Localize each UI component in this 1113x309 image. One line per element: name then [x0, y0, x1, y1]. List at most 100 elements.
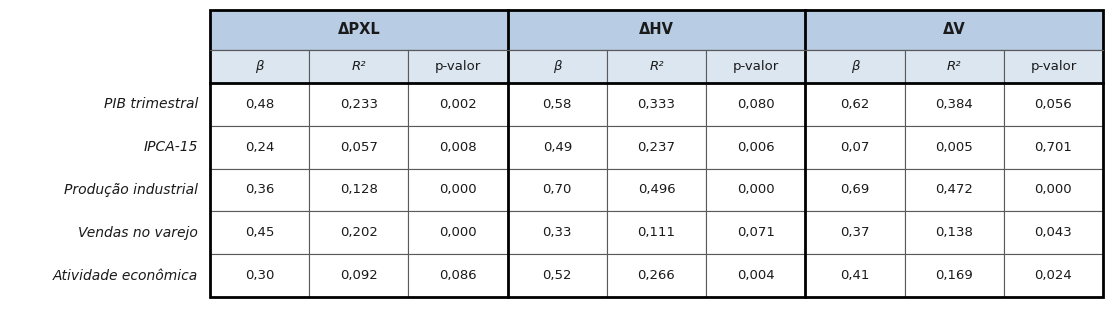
Text: β: β: [553, 60, 562, 73]
Text: β: β: [850, 60, 859, 73]
Bar: [806, 10, 1103, 50]
Bar: [806, 211, 905, 254]
Text: 0,233: 0,233: [339, 98, 377, 111]
Text: IPCA-15: IPCA-15: [144, 140, 198, 154]
Text: ΔPXL: ΔPXL: [337, 23, 381, 37]
Text: 0,49: 0,49: [543, 141, 572, 154]
Text: 0,37: 0,37: [840, 226, 869, 239]
Bar: [607, 83, 706, 126]
Bar: [607, 126, 706, 169]
Bar: [905, 50, 1004, 83]
Text: 0,006: 0,006: [737, 141, 775, 154]
Text: 0,62: 0,62: [840, 98, 869, 111]
Text: 0,202: 0,202: [339, 226, 377, 239]
Text: 0,472: 0,472: [935, 184, 973, 197]
Bar: [508, 211, 607, 254]
Bar: [309, 50, 408, 83]
Bar: [706, 254, 806, 297]
Bar: [309, 254, 408, 297]
Text: 0,70: 0,70: [543, 184, 572, 197]
Bar: [1004, 254, 1103, 297]
Bar: [706, 83, 806, 126]
Bar: [706, 50, 806, 83]
Text: PIB trimestral: PIB trimestral: [104, 97, 198, 112]
Bar: [408, 126, 508, 169]
Text: 0,69: 0,69: [840, 184, 869, 197]
Text: 0,080: 0,080: [737, 98, 775, 111]
Bar: [706, 211, 806, 254]
Text: 0,000: 0,000: [440, 226, 476, 239]
Bar: [607, 169, 706, 211]
Bar: [905, 254, 1004, 297]
Bar: [508, 254, 607, 297]
Text: R²: R²: [947, 60, 962, 73]
Bar: [706, 126, 806, 169]
Text: p-valor: p-valor: [732, 60, 779, 73]
Bar: [905, 211, 1004, 254]
Bar: [607, 50, 706, 83]
Text: p-valor: p-valor: [435, 60, 481, 73]
Bar: [706, 169, 806, 211]
Text: 0,237: 0,237: [638, 141, 676, 154]
Bar: [806, 254, 905, 297]
Text: ΔHV: ΔHV: [639, 23, 674, 37]
Text: R²: R²: [649, 60, 663, 73]
Bar: [408, 254, 508, 297]
Bar: [905, 126, 1004, 169]
Bar: [607, 211, 706, 254]
Text: 0,24: 0,24: [245, 141, 274, 154]
Bar: [1004, 211, 1103, 254]
Text: 0,000: 0,000: [737, 184, 775, 197]
Bar: [309, 169, 408, 211]
Text: 0,056: 0,056: [1034, 98, 1072, 111]
Text: 0,071: 0,071: [737, 226, 775, 239]
Text: 0,000: 0,000: [1035, 184, 1072, 197]
Bar: [408, 169, 508, 211]
Bar: [508, 126, 607, 169]
Bar: [806, 126, 905, 169]
Bar: [210, 211, 309, 254]
Text: 0,002: 0,002: [440, 98, 477, 111]
Bar: [806, 50, 905, 83]
Text: 0,043: 0,043: [1034, 226, 1072, 239]
Text: 0,024: 0,024: [1034, 269, 1072, 282]
Bar: [309, 83, 408, 126]
Bar: [508, 169, 607, 211]
Text: 0,333: 0,333: [638, 98, 676, 111]
Text: 0,36: 0,36: [245, 184, 274, 197]
Bar: [905, 83, 1004, 126]
Bar: [408, 50, 508, 83]
Text: 0,07: 0,07: [840, 141, 869, 154]
Bar: [309, 126, 408, 169]
Text: 0,52: 0,52: [542, 269, 572, 282]
Bar: [408, 211, 508, 254]
Text: 0,266: 0,266: [638, 269, 676, 282]
Text: 0,48: 0,48: [245, 98, 274, 111]
Text: 0,111: 0,111: [638, 226, 676, 239]
Text: 0,138: 0,138: [935, 226, 973, 239]
Text: 0,128: 0,128: [339, 184, 377, 197]
Bar: [1004, 169, 1103, 211]
Text: 0,33: 0,33: [542, 226, 572, 239]
Text: 0,41: 0,41: [840, 269, 869, 282]
Bar: [408, 83, 508, 126]
Bar: [806, 169, 905, 211]
Bar: [210, 50, 309, 83]
Bar: [309, 211, 408, 254]
Text: ΔV: ΔV: [943, 23, 966, 37]
Bar: [1004, 83, 1103, 126]
Bar: [1004, 126, 1103, 169]
Text: 0,000: 0,000: [440, 184, 476, 197]
Bar: [210, 254, 309, 297]
Bar: [210, 83, 309, 126]
Bar: [210, 126, 309, 169]
Text: 0,384: 0,384: [935, 98, 973, 111]
Text: Produção industrial: Produção industrial: [65, 183, 198, 197]
Text: 0,169: 0,169: [935, 269, 973, 282]
Text: 0,004: 0,004: [737, 269, 775, 282]
Text: β: β: [255, 60, 264, 73]
Text: 0,005: 0,005: [935, 141, 973, 154]
Bar: [508, 83, 607, 126]
Text: 0,30: 0,30: [245, 269, 274, 282]
Bar: [607, 254, 706, 297]
